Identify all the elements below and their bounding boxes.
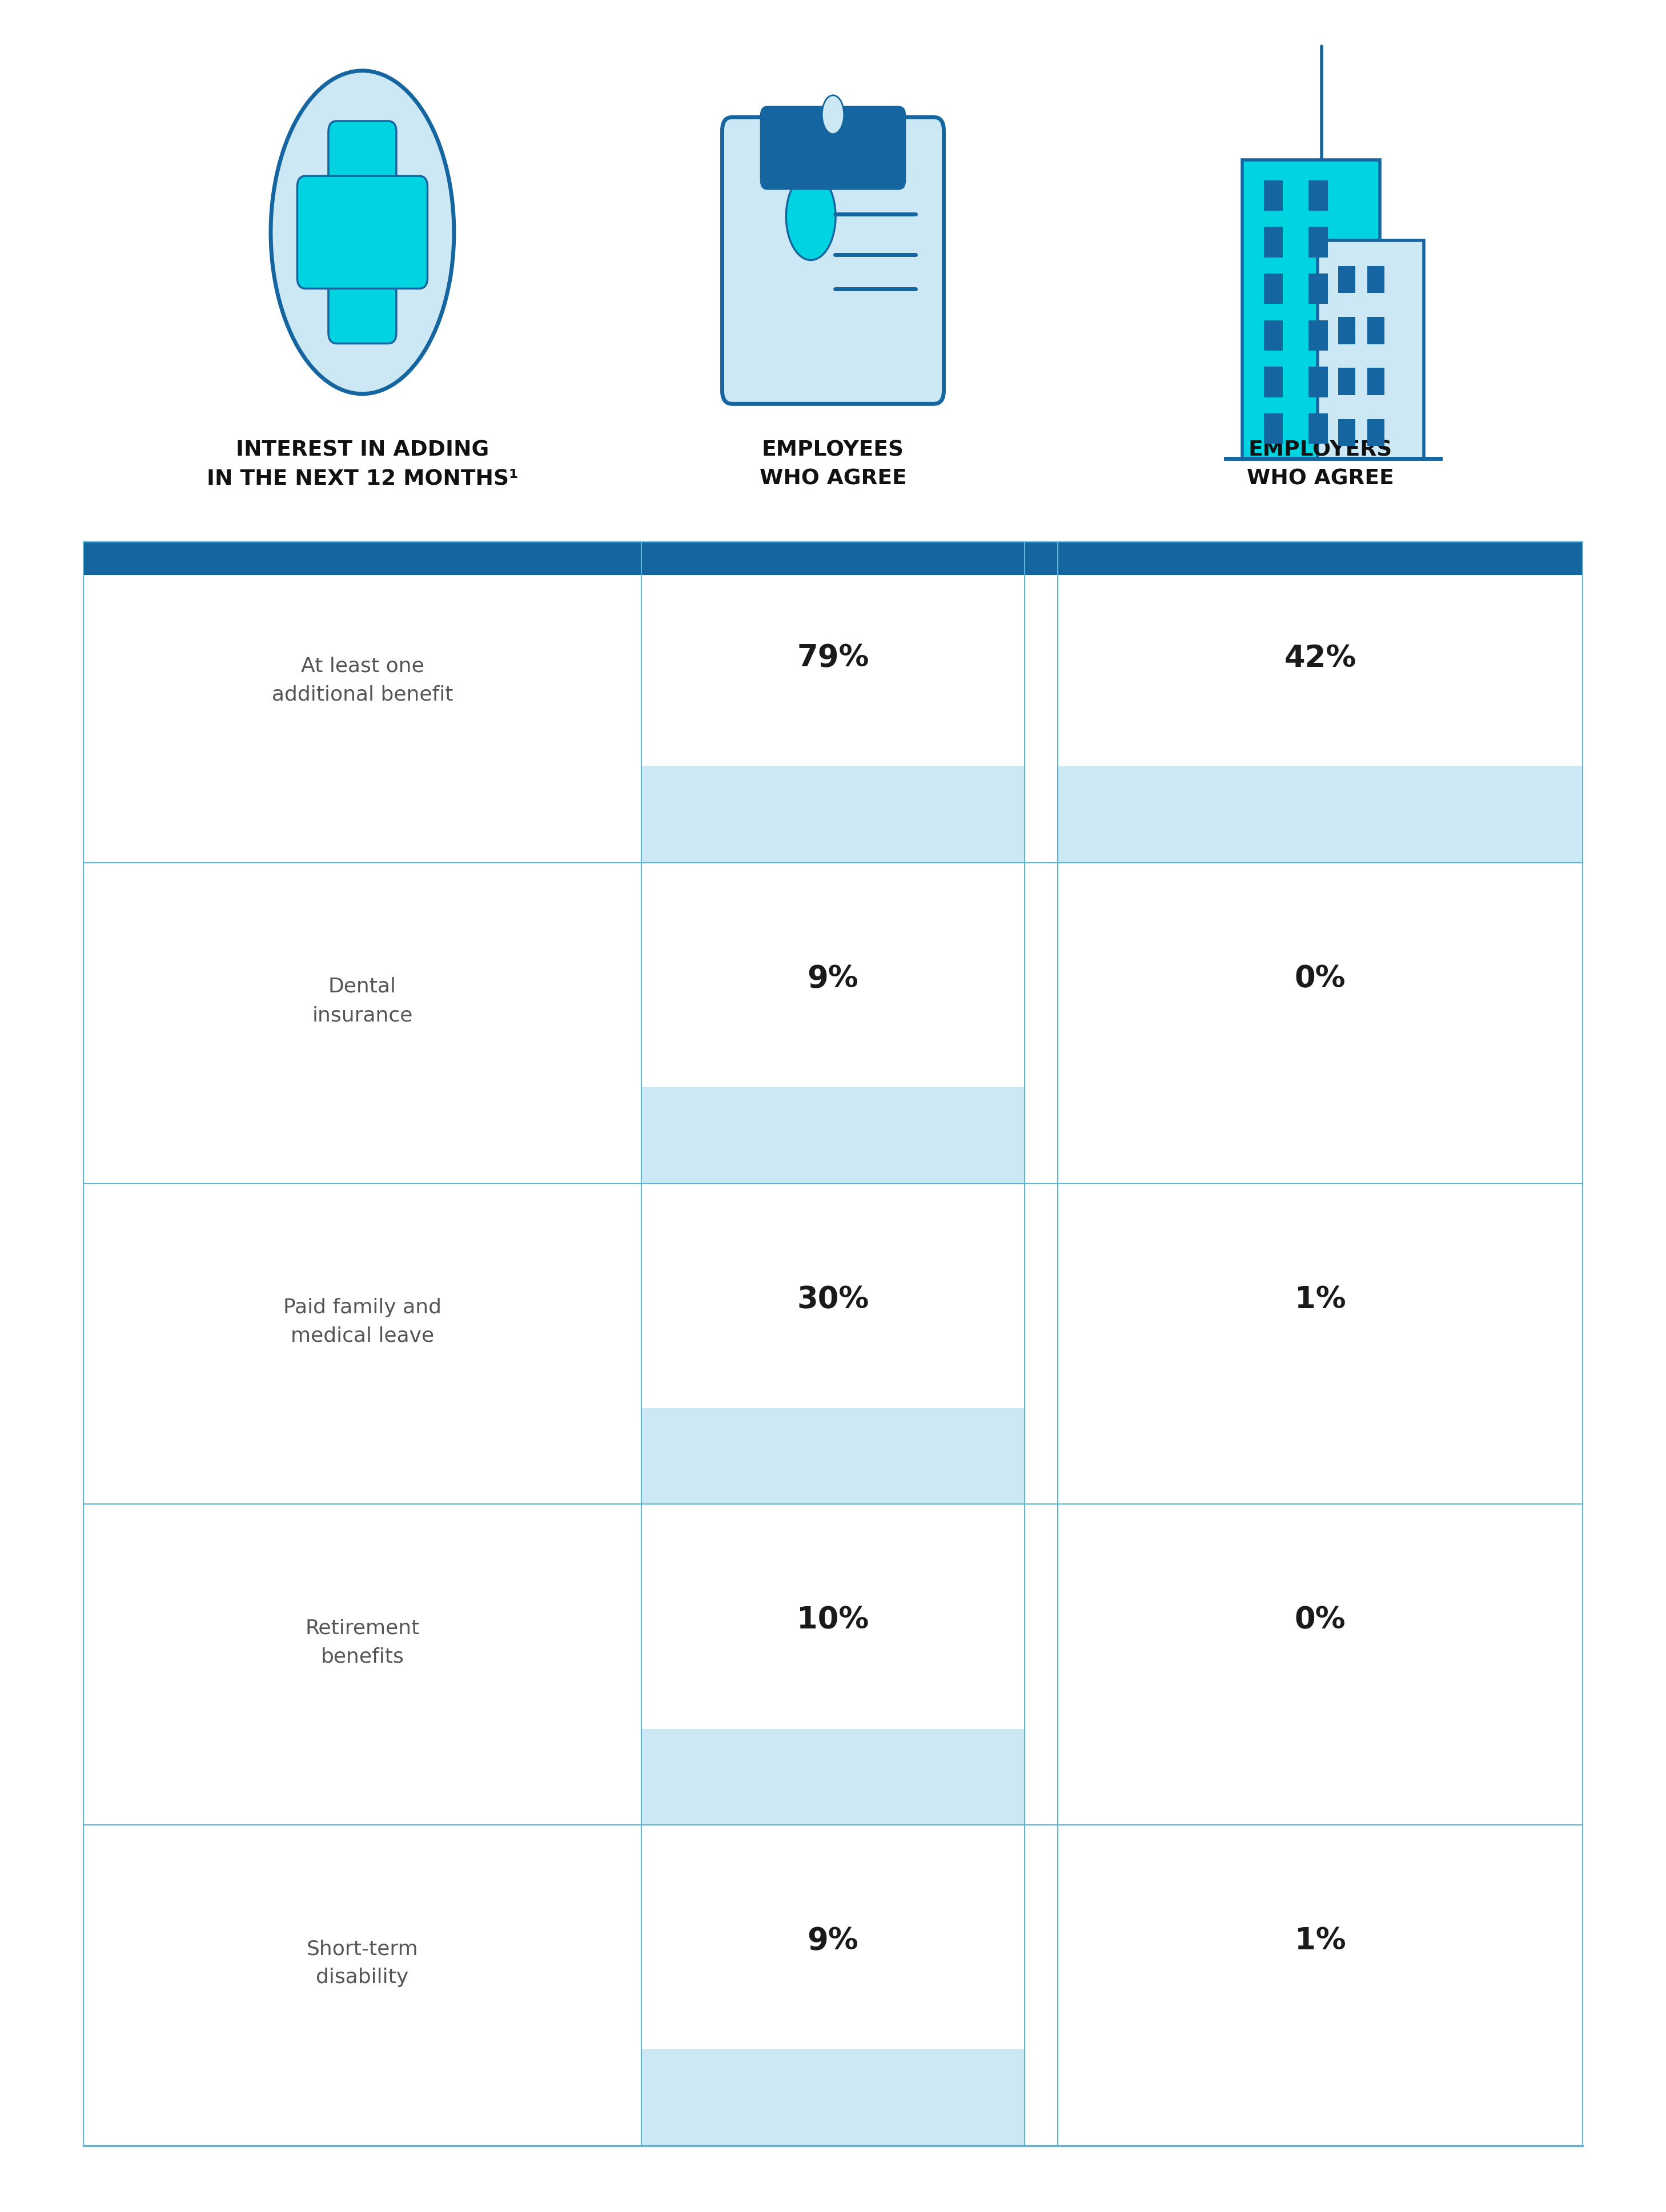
Bar xyxy=(1264,274,1283,303)
Text: Paid family and
medical leave: Paid family and medical leave xyxy=(283,1298,441,1345)
Ellipse shape xyxy=(821,95,845,135)
Bar xyxy=(1264,321,1283,352)
Bar xyxy=(1368,316,1384,345)
Text: 1%: 1% xyxy=(1294,1285,1346,1314)
FancyBboxPatch shape xyxy=(297,177,428,288)
FancyBboxPatch shape xyxy=(328,122,397,343)
Ellipse shape xyxy=(786,173,836,261)
Bar xyxy=(641,2048,1025,2146)
Text: 0%: 0% xyxy=(1294,964,1346,993)
Bar xyxy=(641,1407,1025,1504)
Text: 30%: 30% xyxy=(796,1285,870,1314)
Ellipse shape xyxy=(270,71,453,394)
Bar xyxy=(1308,179,1328,210)
Text: EMPLOYEES
WHO AGREE: EMPLOYEES WHO AGREE xyxy=(760,440,906,489)
Bar xyxy=(641,768,1025,863)
Bar xyxy=(1338,418,1354,447)
Text: At least one
additional benefit: At least one additional benefit xyxy=(272,657,453,703)
Bar xyxy=(1264,414,1283,445)
Bar xyxy=(1058,768,1583,863)
Bar xyxy=(1338,265,1354,294)
Text: INTEREST IN ADDING
IN THE NEXT 12 MONTHS¹: INTEREST IN ADDING IN THE NEXT 12 MONTHS… xyxy=(207,440,518,489)
Bar xyxy=(641,1088,1025,1183)
Text: Dental
insurance: Dental insurance xyxy=(312,978,413,1024)
Bar xyxy=(1264,228,1283,257)
Bar xyxy=(1368,367,1384,396)
Bar xyxy=(1264,367,1283,398)
Bar xyxy=(1308,321,1328,352)
Bar xyxy=(1308,414,1328,445)
Text: 1%: 1% xyxy=(1294,1927,1346,1955)
Text: 42%: 42% xyxy=(1284,644,1356,672)
Bar xyxy=(1338,316,1354,345)
Text: Retirement
benefits: Retirement benefits xyxy=(305,1619,420,1666)
Text: 9%: 9% xyxy=(808,1927,858,1955)
Bar xyxy=(83,542,1583,575)
Bar xyxy=(1318,241,1424,458)
Bar xyxy=(1308,367,1328,398)
Text: 79%: 79% xyxy=(796,644,870,672)
Bar xyxy=(1338,367,1354,396)
Text: 10%: 10% xyxy=(796,1606,870,1635)
Bar xyxy=(1368,418,1384,447)
FancyBboxPatch shape xyxy=(761,106,905,188)
Bar xyxy=(1243,159,1379,458)
Text: 9%: 9% xyxy=(808,964,858,993)
Text: 0%: 0% xyxy=(1294,1606,1346,1635)
Bar xyxy=(1264,179,1283,210)
Bar xyxy=(1308,274,1328,303)
FancyBboxPatch shape xyxy=(723,117,943,405)
Text: Short-term
disability: Short-term disability xyxy=(307,1940,418,1986)
Bar xyxy=(1368,265,1384,294)
Text: EMPLOYERS
WHO AGREE: EMPLOYERS WHO AGREE xyxy=(1246,440,1394,489)
Bar xyxy=(641,1728,1025,1825)
Bar xyxy=(1308,228,1328,257)
